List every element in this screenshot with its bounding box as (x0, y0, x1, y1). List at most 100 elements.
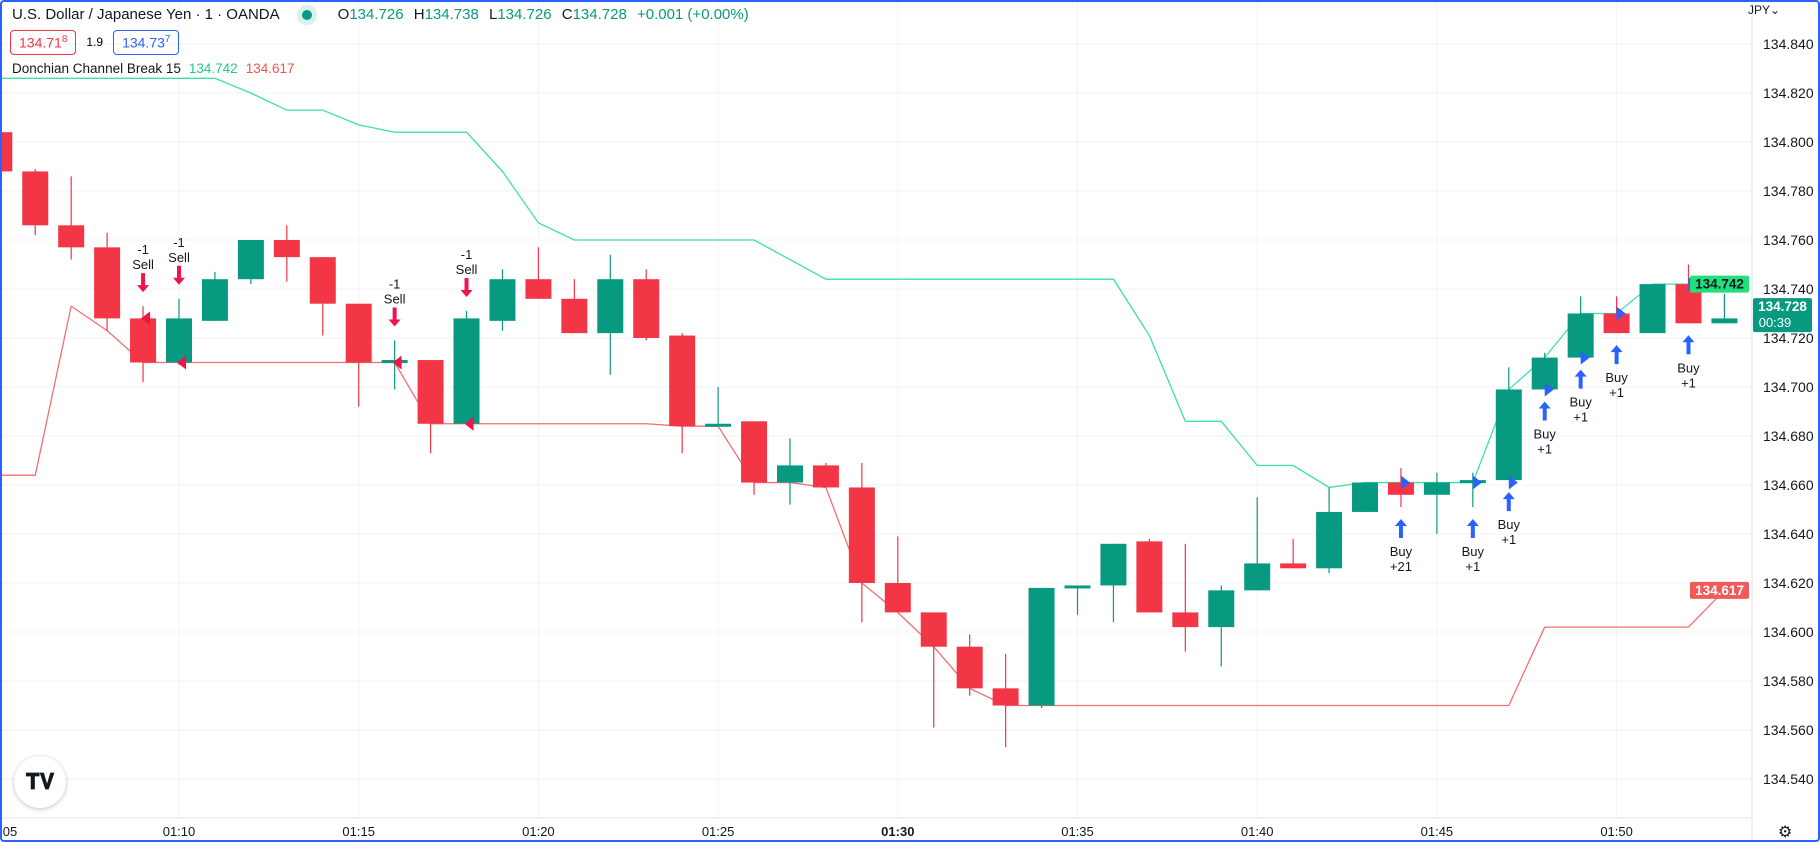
time-tick: 01:35 (1061, 824, 1094, 839)
market-status-icon (301, 9, 312, 20)
candle-up (201, 279, 228, 321)
time-tick: 05 (3, 824, 17, 839)
time-tick: 01:10 (163, 824, 196, 839)
candle-down (22, 171, 49, 226)
candle-up (1352, 482, 1379, 512)
candle-up (166, 318, 192, 363)
candle-up (1208, 590, 1235, 628)
sell-price-button[interactable]: 134.718 (10, 30, 77, 55)
candle-down (633, 279, 660, 338)
sell-entry-marker (177, 355, 186, 370)
symbol-title[interactable]: U.S. Dollar / Japanese Yen · 1 · OANDA (12, 6, 280, 23)
sell-entry-marker (141, 311, 151, 326)
time-tick: 01:30 (881, 824, 914, 839)
candle-up (1495, 389, 1522, 481)
indicator-lower-value: 134.617 (245, 61, 295, 76)
candle-up (1639, 284, 1666, 334)
low-value: 134.726 (497, 6, 552, 23)
tradingview-logo[interactable]: 𝐓𝐕 (14, 756, 66, 808)
candle-up (453, 318, 480, 424)
ohlc-values: O134.726 H134.738 L134.726 C134.728 +0.0… (332, 6, 749, 23)
sell-entry-marker (464, 416, 474, 431)
buy-arrow-icon (1538, 401, 1551, 421)
signal-label: Buy (1390, 544, 1413, 559)
price-tick: 134.700 (1763, 379, 1814, 395)
price-tick: 134.540 (1763, 771, 1814, 787)
currency-label: JPY (1748, 3, 1771, 17)
upper-price-label-bg (1690, 275, 1749, 293)
change-value: +0.001 (+0.00%) (636, 6, 749, 23)
lower-price-label: 134.617 (1695, 583, 1744, 598)
candle-down (309, 257, 336, 304)
price-tick: 134.560 (1763, 722, 1814, 738)
signal-qty: +1 (1681, 375, 1696, 390)
buy-arrow-icon (1466, 519, 1479, 539)
candle-down (741, 421, 768, 483)
candle-down (884, 583, 911, 613)
donchian-upper-line (0, 77, 1725, 489)
currency-selector[interactable]: JPY⌄ (1748, 3, 1780, 17)
price-tick: 134.640 (1763, 526, 1814, 542)
sell-arrow-icon (137, 273, 150, 293)
signal-qty: +1 (1573, 410, 1588, 425)
last-price-label: 134.728 (1758, 299, 1807, 314)
candle-up (705, 423, 732, 427)
candle-down (1603, 313, 1630, 334)
candle-down (525, 279, 552, 299)
spread-value: 1.9 (86, 35, 104, 50)
sell-price-pip: 8 (61, 34, 68, 45)
indicator-name: Donchian Channel Break 15 (12, 61, 181, 76)
sell-arrow-icon (173, 265, 185, 285)
lower-price-label-bg (1690, 581, 1749, 599)
signal-label: Buy (1534, 426, 1557, 441)
signal-label: Buy (1605, 370, 1628, 385)
open-value: 134.726 (349, 6, 404, 23)
settings-gear-icon[interactable]: ⚙ (1778, 824, 1793, 841)
time-tick: 01:20 (522, 824, 555, 839)
price-tick: 134.680 (1763, 428, 1814, 444)
signal-label: Sell (168, 250, 190, 265)
buy-price-button[interactable]: 134.737 (113, 30, 180, 55)
signal-qty: +21 (1390, 559, 1412, 574)
buy-price-pip: 7 (164, 34, 171, 45)
candle-up (1423, 482, 1450, 495)
candle-down (1136, 541, 1163, 613)
candle-down (0, 132, 13, 172)
price-tick: 134.780 (1763, 183, 1814, 199)
buy-entry-marker (1508, 475, 1518, 490)
candle-down (669, 335, 696, 427)
signal-qty: -1 (461, 247, 473, 262)
price-tick: 134.820 (1763, 85, 1814, 101)
buy-price: 134.73 (122, 34, 165, 51)
candle-up (1064, 585, 1091, 589)
candle-down (58, 225, 85, 248)
chevron-down-icon: ⌄ (1770, 3, 1781, 17)
price-tick: 134.620 (1763, 575, 1814, 591)
price-tick: 134.660 (1763, 477, 1814, 493)
signal-label: Buy (1462, 544, 1485, 559)
candle-up (776, 465, 803, 483)
candle-down (992, 688, 1019, 706)
signal-qty: +1 (1465, 559, 1480, 574)
time-tick: 01:45 (1421, 824, 1454, 839)
signal-qty: -1 (173, 235, 185, 250)
signal-label: Sell (384, 291, 406, 306)
candle-down (956, 646, 983, 689)
candle-up (1028, 587, 1055, 706)
price-tick: 134.720 (1763, 330, 1814, 346)
candle-down (130, 318, 157, 363)
candle-down (417, 360, 444, 424)
indicator-upper-value: 134.742 (188, 61, 238, 76)
close-value: 134.728 (572, 6, 627, 23)
bid-ask-panel: 134.718 1.9 134.737 (10, 30, 180, 55)
signal-label: Buy (1569, 395, 1592, 410)
candle-down (1172, 612, 1199, 628)
indicator-legend[interactable]: Donchian Channel Break 15 134.742 134.61… (12, 61, 295, 76)
buy-entry-marker (1580, 350, 1590, 365)
buy-entry-marker (1472, 475, 1482, 490)
price-tick: 134.800 (1763, 134, 1814, 150)
price-tick: 134.760 (1763, 232, 1814, 248)
high-label: H (413, 6, 425, 23)
signal-label: Buy (1677, 360, 1700, 375)
